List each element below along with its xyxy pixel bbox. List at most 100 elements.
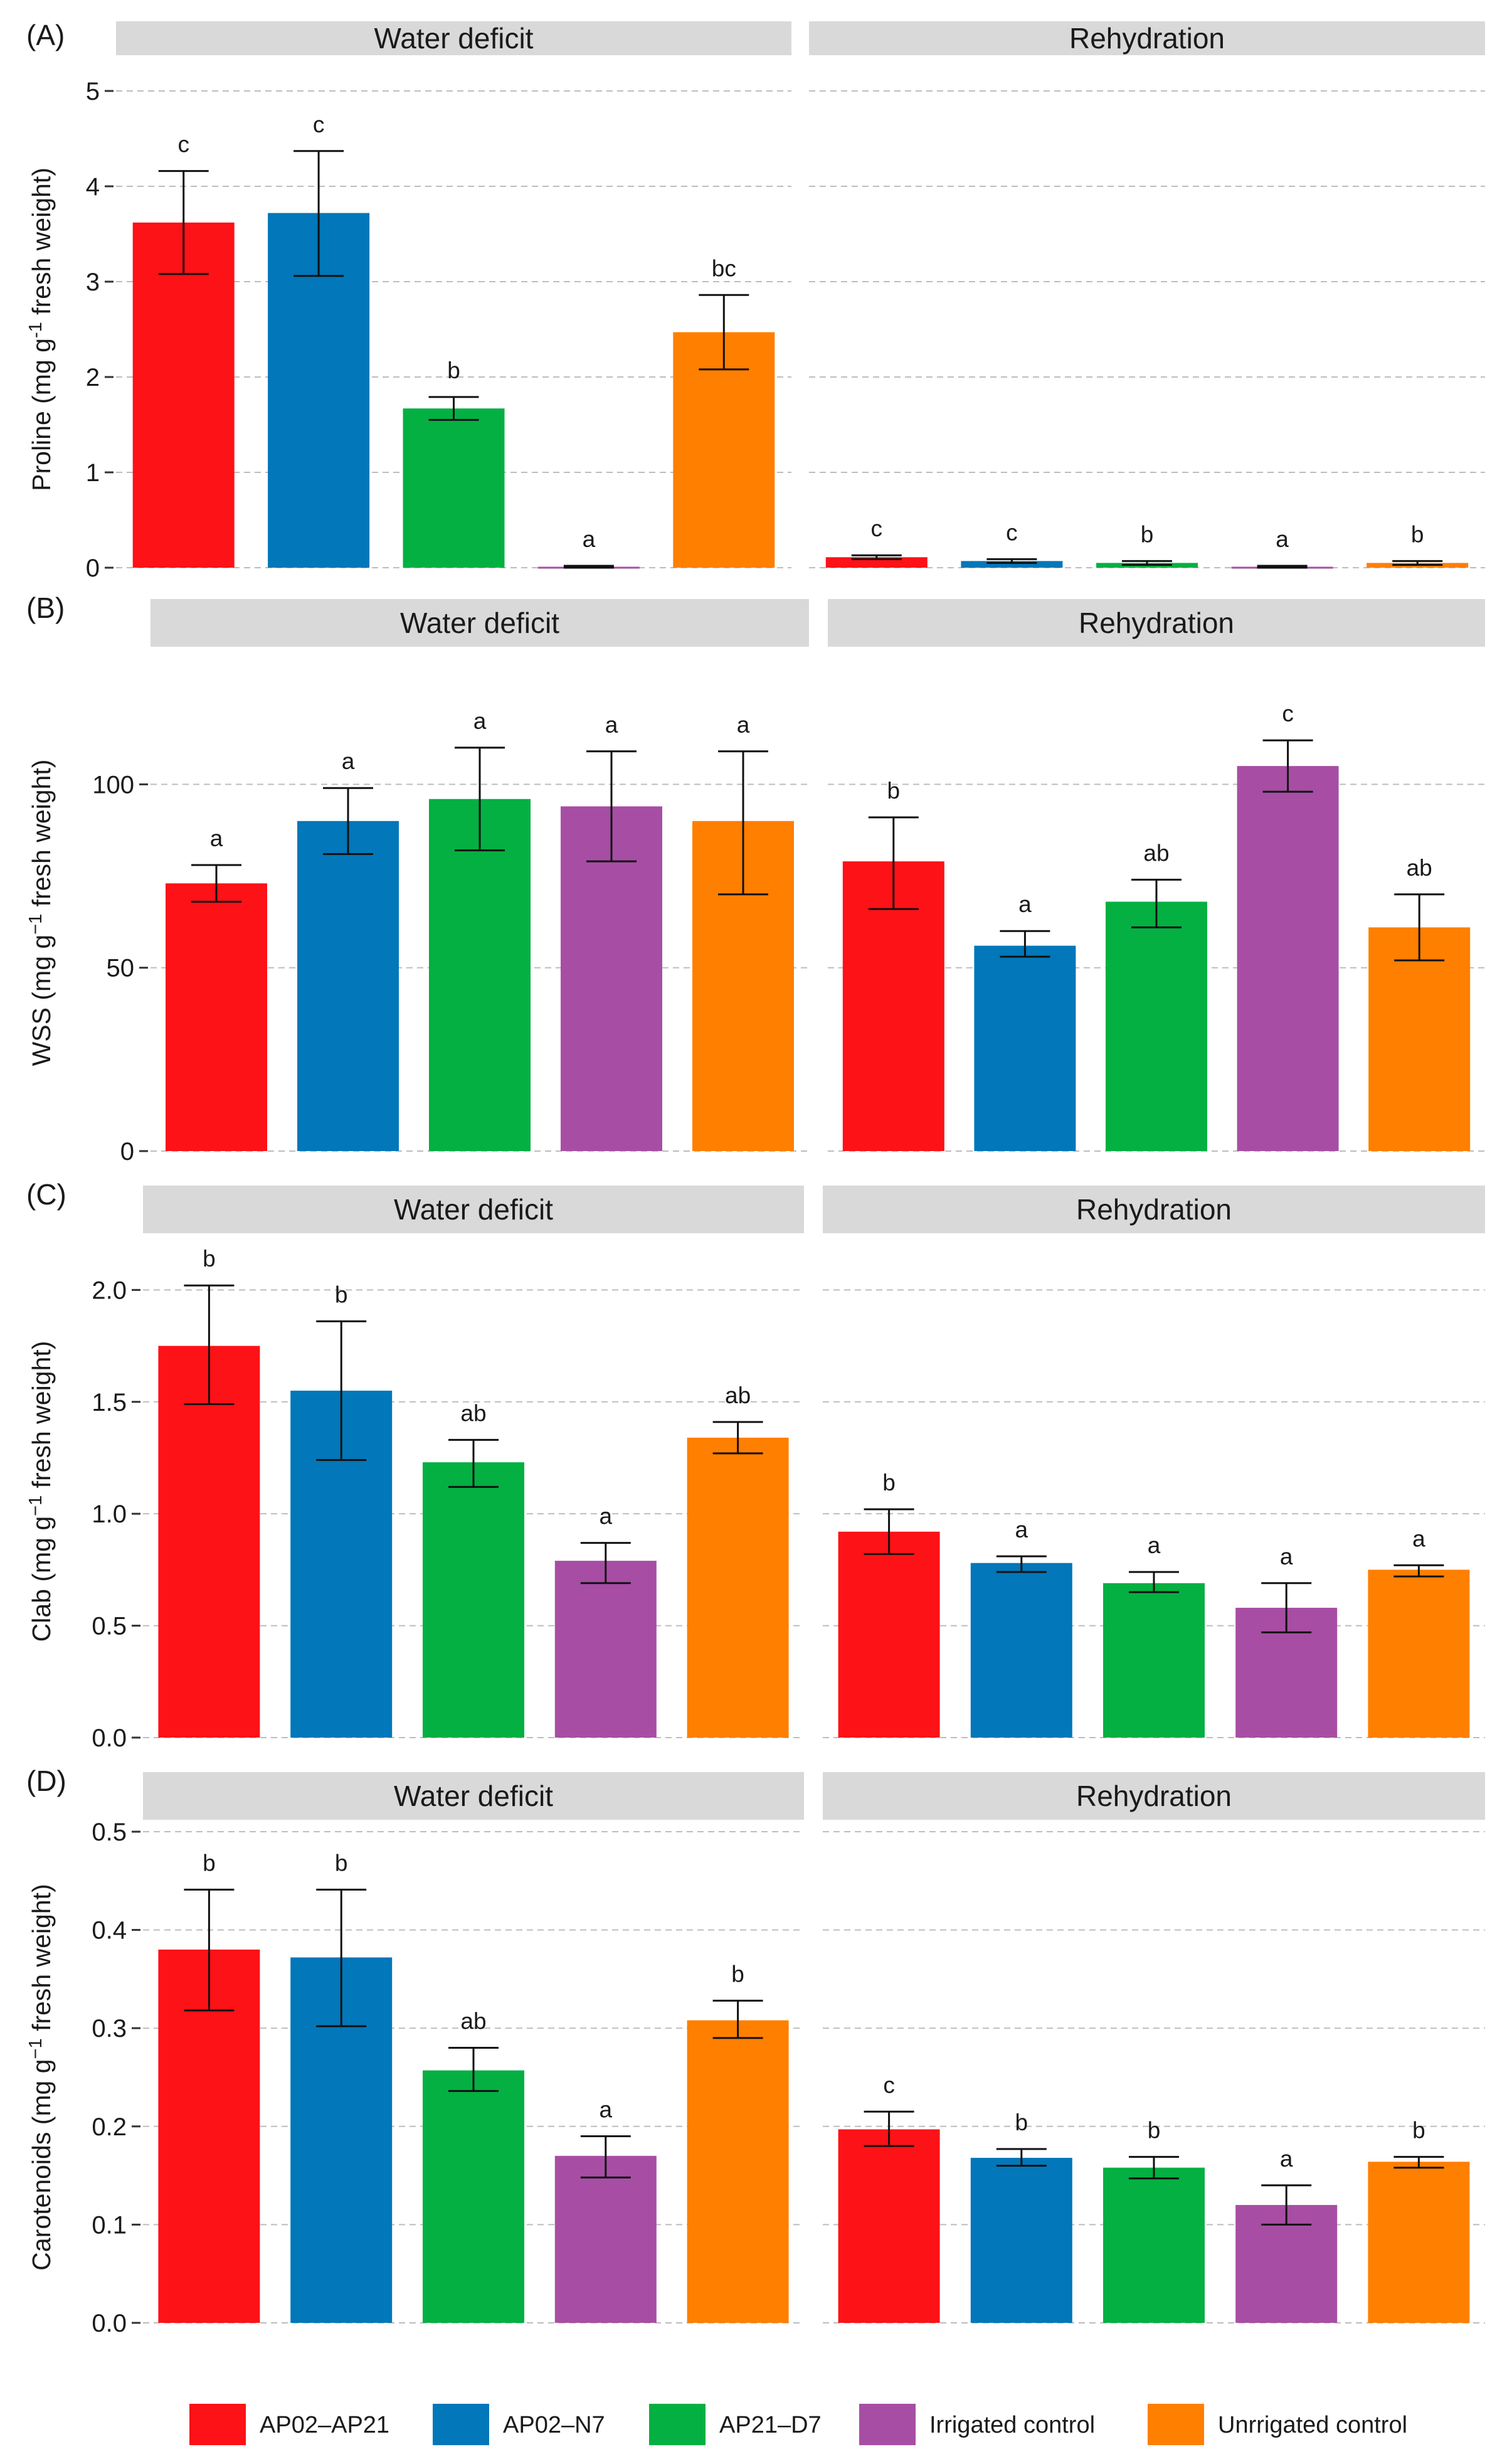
y-tick-label: 0.0: [92, 2310, 127, 2337]
significance-letter: ab: [1407, 855, 1432, 881]
bar-rehydration-1: [838, 2129, 940, 2323]
facet-strip: [828, 599, 1485, 647]
y-tick-label: 0.5: [92, 1613, 127, 1640]
significance-letter: a: [342, 748, 355, 774]
facet-strip: [823, 1772, 1485, 1820]
significance-letter: c: [871, 516, 883, 541]
significance-letter: b: [1141, 521, 1154, 547]
y-tick-label: 2.0: [92, 1277, 127, 1304]
significance-letter: ab: [460, 2009, 486, 2034]
y-axis-title-superscript: −1: [26, 914, 46, 935]
y-axis-title-superscript: -1: [26, 322, 46, 338]
facet-strip: [116, 21, 791, 55]
bar-rehydration-5: [1368, 1569, 1470, 1738]
significance-letter: b: [882, 1470, 896, 1495]
bar-rehydration-5: [1368, 927, 1471, 1151]
bar-water-deficit-4: [554, 2155, 657, 2323]
legend: AP02–AP21 AP02–N7 AP21–D7 Irrigated control…: [189, 2404, 1407, 2445]
bar-water-deficit-3: [423, 2070, 524, 2323]
bar-rehydration-5: [1368, 2162, 1470, 2323]
y-axis-title-tail: fresh weight): [27, 1884, 56, 2038]
significance-letter: c: [1282, 701, 1294, 726]
significance-letter: a: [1018, 891, 1032, 917]
significance-letter: b: [203, 1850, 216, 1876]
chart-panel-2: (B) WSS (mg g−1 fresh weight) 0 50 100 Water …: [26, 592, 1485, 1166]
panel-label: (A): [26, 19, 65, 51]
y-tick-label: 0.0: [92, 1724, 127, 1752]
y-tick-label: 50: [107, 955, 135, 982]
significance-letter: b: [335, 1282, 348, 1307]
bar-rehydration-4: [1237, 766, 1339, 1151]
significance-letter: c: [313, 112, 325, 137]
bar-rehydration-2: [970, 1563, 1072, 1738]
facet-strip: [151, 599, 809, 647]
y-tick-label: 4: [86, 173, 100, 201]
facet-strip-label: Water deficit: [394, 1193, 553, 1226]
y-tick-label: 1.5: [92, 1389, 127, 1416]
y-tick-label: 0.5: [92, 1819, 127, 1846]
y-tick-label: 0.2: [92, 2113, 127, 2141]
y-tick-label: 0: [86, 555, 100, 582]
significance-letter: b: [1148, 2117, 1161, 2143]
facet-strip-label: Water deficit: [374, 22, 534, 55]
legend-swatch: [189, 2404, 246, 2445]
significance-letter: a: [1280, 2146, 1293, 2172]
bar-rehydration-1: [825, 557, 928, 568]
bar-water-deficit-4: [554, 1561, 657, 1738]
significance-letter: ab: [725, 1383, 751, 1408]
significance-letter: b: [447, 358, 460, 383]
bar-water-deficit-5: [687, 1437, 789, 1738]
legend-swatch: [859, 2404, 916, 2445]
y-axis-title-main: Clab (mg g: [27, 1516, 56, 1642]
bar-rehydration-2: [974, 945, 1076, 1151]
significance-letter: a: [605, 712, 618, 738]
y-tick-label: 2: [86, 364, 100, 391]
significance-letter: a: [1148, 1532, 1161, 1558]
significance-letter: ab: [460, 1400, 486, 1426]
significance-letter: c: [883, 2072, 895, 2098]
y-axis-title: Carotenoids (mg g−1 fresh weight): [26, 1884, 56, 2270]
y-tick-label: 1.0: [92, 1500, 127, 1528]
bar-rehydration-3: [1103, 1583, 1205, 1738]
y-axis-title: Proline (mg g-1 fresh weight): [26, 167, 56, 491]
y-axis-title-main: WSS (mg g: [27, 935, 56, 1066]
significance-letter: b: [1412, 2117, 1425, 2143]
facet-strip-label: Rehydration: [1069, 22, 1225, 55]
facet-strip: [809, 21, 1485, 55]
legend-swatch: [1148, 2404, 1204, 2445]
significance-letter: b: [1015, 2110, 1028, 2135]
legend-label: Unrrigated control: [1218, 2412, 1407, 2438]
bar-rehydration-2: [961, 561, 1063, 568]
facet-strip: [143, 1186, 804, 1233]
significance-letter: a: [1280, 1544, 1293, 1569]
y-axis-title-superscript: −1: [26, 1495, 46, 1516]
significance-letter: a: [600, 1504, 613, 1529]
y-axis-title-tail: fresh weight): [27, 1341, 56, 1495]
bar-rehydration-1: [838, 1531, 940, 1738]
significance-letter: b: [731, 1961, 744, 1987]
bar-rehydration-3: [1106, 901, 1207, 1151]
y-tick-label: 0: [120, 1138, 134, 1166]
facet-strip: [823, 1186, 1485, 1233]
significance-letter: b: [203, 1246, 216, 1272]
legend-swatch: [649, 2404, 706, 2445]
chart-panel-1: (A) Proline (mg g-1 fresh weight) 0 1 2 3 4 5 Wa…: [26, 19, 1485, 582]
bar-water-deficit-1: [166, 883, 267, 1151]
bar-rehydration-2: [970, 2157, 1072, 2323]
significance-letter: b: [335, 1850, 348, 1876]
y-axis-title: Clab (mg g−1 fresh weight): [26, 1341, 56, 1642]
y-tick-label: 1: [86, 459, 100, 487]
y-tick-label: 3: [86, 268, 100, 296]
bar-water-deficit-3: [403, 408, 505, 568]
significance-letter: bc: [712, 255, 736, 281]
facet-strip-label: Rehydration: [1079, 607, 1234, 639]
legend-label: AP21–D7: [719, 2412, 822, 2438]
y-tick-label: 5: [86, 78, 100, 105]
legend-label: AP02–AP21: [260, 2412, 389, 2438]
bar-water-deficit-4: [561, 806, 662, 1151]
y-axis-title-tail: fresh weight): [27, 760, 56, 914]
y-tick-label: 0.4: [92, 1917, 127, 1945]
significance-letter: c: [177, 132, 189, 157]
facet-strip-label: Rehydration: [1076, 1193, 1232, 1226]
